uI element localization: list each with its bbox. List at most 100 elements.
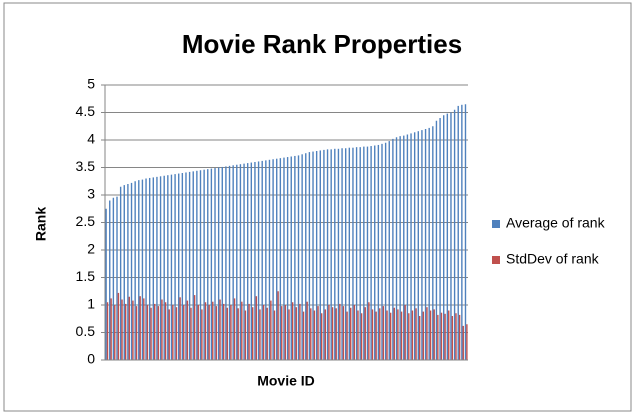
bar bbox=[257, 161, 260, 360]
bar bbox=[439, 118, 441, 360]
bar bbox=[346, 311, 348, 360]
bar bbox=[207, 169, 209, 360]
bar bbox=[310, 308, 312, 360]
bar bbox=[324, 309, 327, 360]
bar bbox=[172, 305, 174, 360]
y-tick-label: 5 bbox=[87, 76, 95, 92]
bar bbox=[139, 296, 141, 360]
bar bbox=[276, 158, 278, 360]
bar bbox=[230, 305, 232, 360]
bar bbox=[357, 310, 359, 360]
bar bbox=[457, 105, 459, 361]
bar bbox=[255, 296, 258, 360]
bar bbox=[417, 131, 419, 360]
y-tick-label: 2.5 bbox=[76, 213, 96, 229]
bar bbox=[348, 147, 351, 360]
bar bbox=[121, 299, 123, 360]
bar bbox=[196, 170, 198, 360]
bar bbox=[428, 127, 430, 361]
y-tick-label: 3.5 bbox=[76, 158, 96, 174]
bar bbox=[444, 313, 446, 360]
bar bbox=[379, 308, 381, 360]
bar bbox=[150, 307, 152, 360]
legend-swatch bbox=[492, 256, 500, 264]
bar bbox=[135, 306, 138, 360]
bar bbox=[466, 324, 468, 360]
bar bbox=[295, 307, 297, 360]
bar bbox=[435, 120, 438, 360]
bar bbox=[411, 310, 414, 360]
bar bbox=[138, 180, 140, 360]
bar bbox=[317, 306, 319, 360]
bar bbox=[221, 166, 223, 360]
bar bbox=[458, 314, 461, 360]
bar bbox=[273, 310, 276, 360]
bar bbox=[353, 305, 356, 360]
bar bbox=[284, 305, 287, 360]
bar bbox=[228, 165, 231, 360]
y-tick-label: 1.5 bbox=[76, 268, 96, 284]
bar bbox=[132, 300, 134, 360]
bar bbox=[335, 308, 337, 360]
y-tick-label: 0 bbox=[87, 351, 95, 367]
bar bbox=[306, 301, 308, 360]
bar bbox=[143, 298, 145, 360]
bar bbox=[437, 314, 439, 360]
bar bbox=[248, 303, 250, 360]
bar bbox=[464, 104, 467, 360]
bar bbox=[272, 159, 274, 360]
bar bbox=[105, 208, 107, 360]
bar bbox=[331, 307, 334, 360]
bar bbox=[208, 305, 210, 360]
bar bbox=[326, 149, 329, 360]
bar bbox=[290, 156, 292, 360]
bar bbox=[315, 151, 318, 360]
bar bbox=[455, 313, 457, 360]
bar bbox=[392, 138, 394, 360]
bar bbox=[421, 130, 423, 360]
bar bbox=[305, 153, 307, 360]
bar bbox=[451, 316, 454, 360]
bar bbox=[355, 147, 358, 360]
bar bbox=[170, 174, 173, 360]
legend-label: StdDev of rank bbox=[506, 251, 600, 267]
bar bbox=[117, 292, 120, 360]
bar bbox=[366, 146, 369, 360]
bar bbox=[127, 184, 129, 360]
bar bbox=[386, 310, 388, 360]
bar bbox=[395, 137, 398, 360]
chart-title: Movie Rank Properties bbox=[182, 29, 462, 59]
bar bbox=[123, 185, 125, 360]
y-tick-label: 0.5 bbox=[76, 323, 96, 339]
legend-swatch bbox=[492, 220, 500, 228]
bar bbox=[266, 307, 268, 360]
bar bbox=[404, 305, 406, 360]
bar bbox=[415, 308, 417, 360]
bar bbox=[128, 296, 130, 360]
bar bbox=[156, 176, 158, 360]
bar bbox=[291, 302, 294, 360]
bar bbox=[297, 155, 300, 360]
bar bbox=[116, 196, 118, 360]
bar bbox=[193, 295, 196, 360]
bar bbox=[241, 301, 243, 360]
bar bbox=[418, 316, 421, 360]
bar bbox=[217, 167, 220, 360]
bar bbox=[302, 311, 305, 360]
bar bbox=[370, 146, 372, 360]
bar bbox=[364, 307, 366, 360]
bar bbox=[219, 299, 221, 360]
bar bbox=[400, 311, 403, 360]
legend-label: Average of rank bbox=[506, 215, 606, 231]
bar bbox=[157, 306, 160, 360]
bar bbox=[410, 133, 412, 360]
bar bbox=[363, 146, 365, 360]
bar bbox=[389, 312, 392, 360]
bar bbox=[301, 154, 303, 360]
bar bbox=[215, 306, 218, 360]
bar bbox=[334, 148, 336, 360]
bar bbox=[393, 307, 395, 360]
bar bbox=[190, 307, 192, 360]
bar bbox=[214, 168, 216, 360]
bar bbox=[462, 325, 464, 360]
